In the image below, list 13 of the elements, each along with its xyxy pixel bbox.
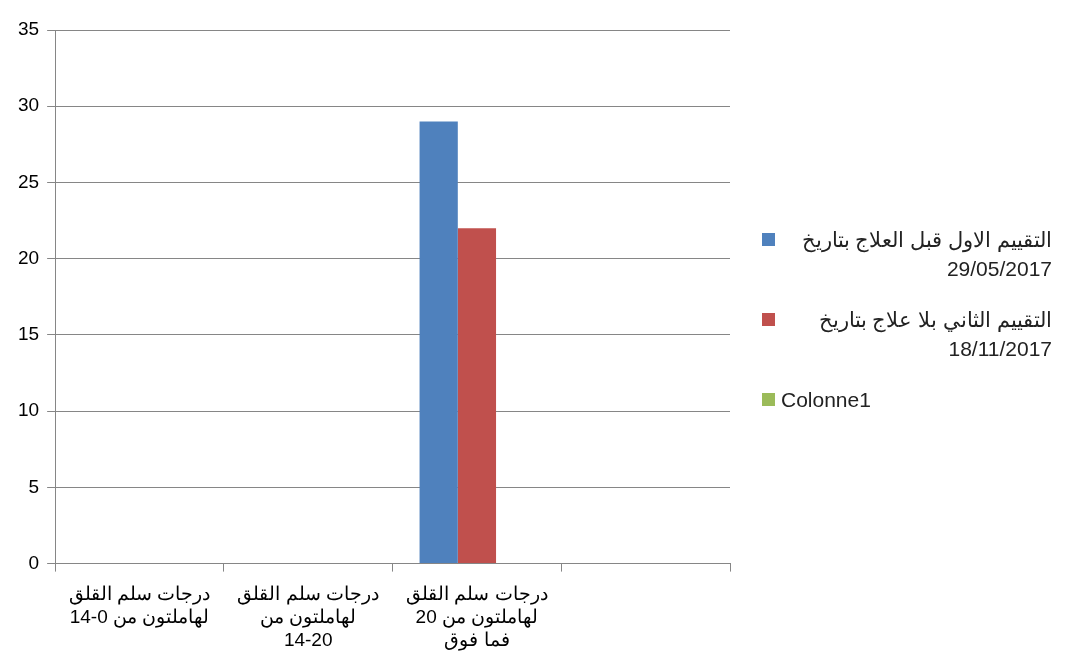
x-tick-label: درجات سلم القلق لهاملتون من 0-14 — [68, 583, 211, 629]
y-tick-label: 30 — [17, 94, 40, 116]
y-tick-label: 15 — [17, 323, 40, 345]
y-tick-label: 0 — [28, 551, 40, 573]
y-tick-label: 35 — [17, 18, 40, 40]
y-tick-label: 25 — [17, 170, 40, 192]
legend-label: التقييم الثاني بلا علاج بتاريخ 18/11/2017 — [817, 307, 1052, 362]
x-tick-label: درجات سلم القلق لهاملتون من 20 فما فوق — [406, 583, 548, 651]
y-tick-label: 10 — [17, 399, 40, 421]
y-tick-label: 20 — [17, 246, 40, 268]
legend-label: التقييم الاول قبل العلاج بتاريخ 29/05/2017 — [800, 227, 1052, 282]
y-tick-label: 5 — [28, 475, 40, 497]
legend-label: Colonne1 — [781, 387, 872, 413]
